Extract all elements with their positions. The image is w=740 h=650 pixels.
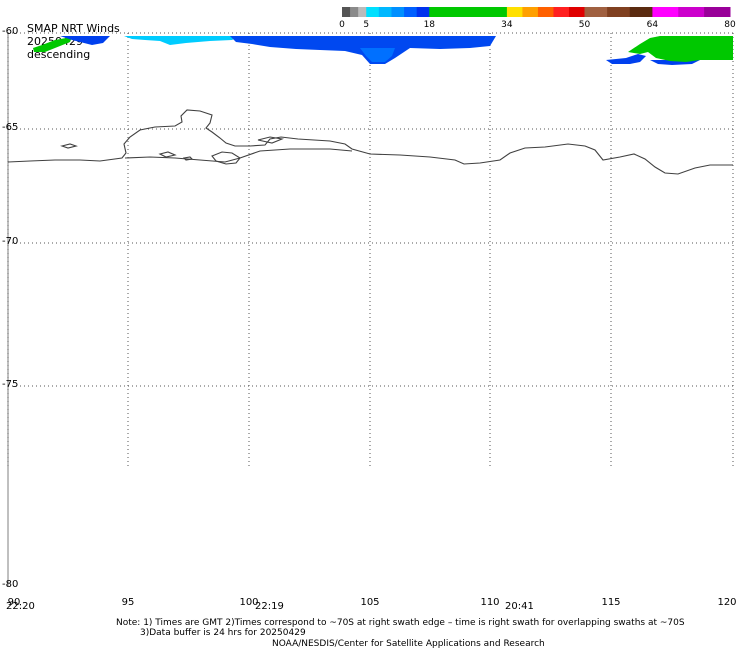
latitude-label: -70	[2, 236, 19, 247]
swath-blue-center-light	[360, 48, 395, 62]
colorbar-tick-label: 5	[363, 20, 370, 30]
ice-shelf-outline	[7, 109, 733, 175]
island-c	[182, 156, 194, 161]
colorbar-swatch	[522, 7, 539, 17]
latitude-label: -60	[2, 26, 19, 37]
colorbar-swatch	[342, 7, 351, 17]
swath-blue-left	[60, 36, 110, 45]
colorbar-swatch	[404, 7, 418, 17]
latitude-label: -65	[2, 122, 19, 133]
colorbar-swatch	[429, 7, 508, 17]
colorbar-swatch	[629, 7, 653, 17]
note-line-2: 3)Data buffer is 24 hrs for 20250429	[140, 628, 306, 638]
lat-lon-grid	[7, 32, 734, 466]
antarctic-coastline	[7, 109, 733, 175]
swath-time-right: 20:41	[505, 601, 534, 612]
island-b	[158, 151, 177, 158]
colorbar-swatch	[366, 7, 380, 17]
swath-time-center: 22:19	[255, 601, 284, 612]
colorbar-tick-label: 0	[339, 20, 345, 30]
colorbar-swatch	[584, 7, 608, 17]
colorbar-swatch	[652, 7, 679, 17]
colorbar-swatch	[678, 7, 705, 17]
colorbar-tick-label: 80	[724, 20, 736, 30]
latitude-label: -80	[2, 579, 19, 590]
longitude-label: 90	[7, 597, 21, 608]
colorbar-swatch	[358, 7, 367, 17]
wind-map	[7, 32, 734, 586]
colorbar-swatch	[537, 7, 554, 17]
island-d	[257, 136, 285, 144]
colorbar-swatch	[350, 7, 359, 17]
colorbar-tick-label: 64	[646, 20, 659, 30]
longitude-label: 110	[480, 597, 500, 608]
note-credit: NOAA/NESDIS/Center for Satellite Applica…	[272, 639, 545, 649]
colorbar-swatch	[704, 7, 731, 17]
longitude-label: 100	[239, 597, 259, 608]
inner-coast	[124, 148, 353, 163]
latitude-label: -75	[2, 379, 19, 390]
swath-time-left: 22:20	[6, 601, 35, 612]
swath-green-right	[628, 36, 733, 62]
swath-cyan-center	[124, 36, 240, 45]
colorbar-tick-label: 18	[423, 20, 436, 30]
colorbar-swatch	[568, 7, 585, 17]
colorbar-swatch	[391, 7, 405, 17]
colorbar-tick-label: 34	[501, 20, 513, 30]
longitude-label: 95	[121, 597, 135, 608]
longitude-label: 115	[601, 597, 621, 608]
note-line-1: Note: 1) Times are GMT 2)Times correspon…	[116, 618, 685, 628]
bay-outline	[211, 151, 241, 165]
colorbar-tick-label: 50	[578, 20, 591, 30]
wind-swath-patches	[33, 36, 733, 65]
swath-blue-right	[606, 54, 646, 64]
longitude-label: 105	[360, 597, 380, 608]
island-a	[60, 143, 78, 149]
colorbar-swatch	[607, 7, 631, 17]
swath-green-left	[33, 37, 72, 52]
colorbar-swatch	[416, 7, 430, 17]
product-name: SMAP NRT Winds	[27, 22, 120, 35]
longitude-label: 120	[717, 597, 737, 608]
colorbar-swatch	[553, 7, 570, 17]
wind-speed-colorbar	[342, 7, 731, 17]
colorbar-swatch	[506, 7, 523, 17]
colorbar-swatch	[378, 7, 392, 17]
